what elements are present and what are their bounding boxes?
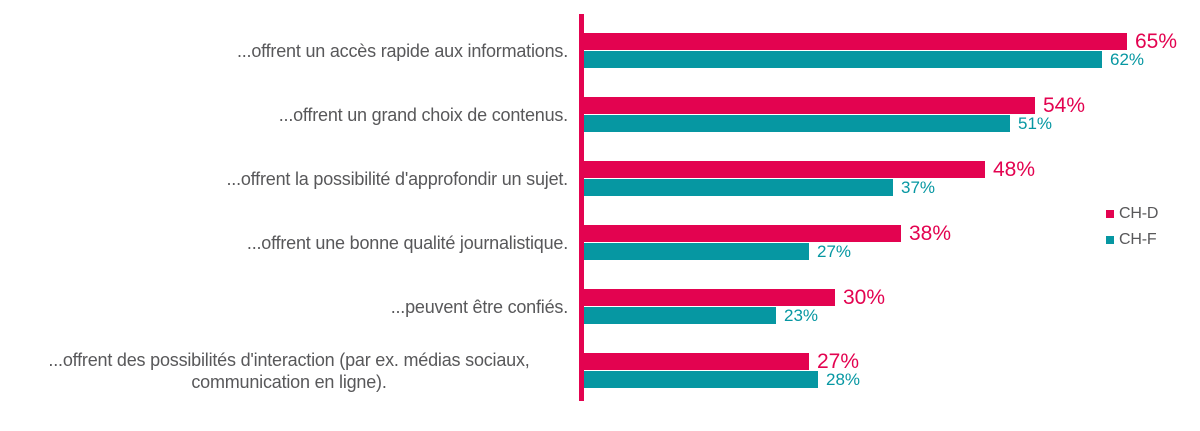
value-label-ch-f: 23% bbox=[784, 305, 819, 325]
legend-item-chf: CH-F bbox=[1106, 231, 1158, 249]
bar-ch-f bbox=[584, 371, 818, 388]
value-label-ch-d: 27% bbox=[817, 349, 860, 373]
legend-swatch-chd-icon bbox=[1106, 210, 1114, 218]
value-label-ch-d: 65% bbox=[1135, 29, 1178, 53]
bar-ch-d bbox=[584, 353, 809, 370]
category-label: ...offrent des possibilités d'interactio… bbox=[48, 349, 530, 392]
bar-ch-f bbox=[584, 51, 1102, 68]
value-label-ch-d: 38% bbox=[909, 221, 952, 245]
bar-ch-d bbox=[584, 97, 1035, 114]
bar-ch-d bbox=[584, 33, 1127, 50]
bar-ch-f bbox=[584, 179, 893, 196]
legend-swatch-chf-icon bbox=[1106, 236, 1114, 244]
legend-label-chf: CH-F bbox=[1119, 231, 1157, 248]
category-label: ...offrent la possibilité d'approfondir … bbox=[226, 168, 568, 189]
bar-ch-d bbox=[584, 161, 985, 178]
bar-ch-d bbox=[584, 225, 901, 242]
legend-item-chd: CH-D bbox=[1106, 205, 1158, 223]
legend-label-chd: CH-D bbox=[1119, 205, 1159, 222]
category-label: ...peuvent être confiés. bbox=[390, 296, 569, 317]
value-label-ch-f: 51% bbox=[1018, 113, 1053, 133]
bar-ch-d bbox=[584, 289, 835, 306]
value-label-ch-f: 28% bbox=[826, 369, 861, 389]
legend: CH-D CH-F bbox=[1106, 205, 1158, 257]
category-label: ...offrent un grand choix de contenus. bbox=[278, 104, 568, 125]
value-label-ch-f: 27% bbox=[817, 241, 852, 261]
value-label-ch-d: 48% bbox=[993, 157, 1036, 181]
value-label-ch-d: 30% bbox=[843, 285, 886, 309]
bar-ch-f bbox=[584, 243, 809, 260]
value-label-ch-f: 37% bbox=[901, 177, 936, 197]
category-label: ...offrent un accès rapide aux informati… bbox=[236, 40, 568, 61]
bar-ch-f bbox=[584, 115, 1010, 132]
category-label: ...offrent une bonne qualité journalisti… bbox=[246, 232, 568, 253]
value-label-ch-d: 54% bbox=[1043, 93, 1086, 117]
value-label-ch-f: 62% bbox=[1110, 49, 1145, 69]
bar-ch-f bbox=[584, 307, 776, 324]
y-axis-baseline bbox=[579, 14, 584, 401]
